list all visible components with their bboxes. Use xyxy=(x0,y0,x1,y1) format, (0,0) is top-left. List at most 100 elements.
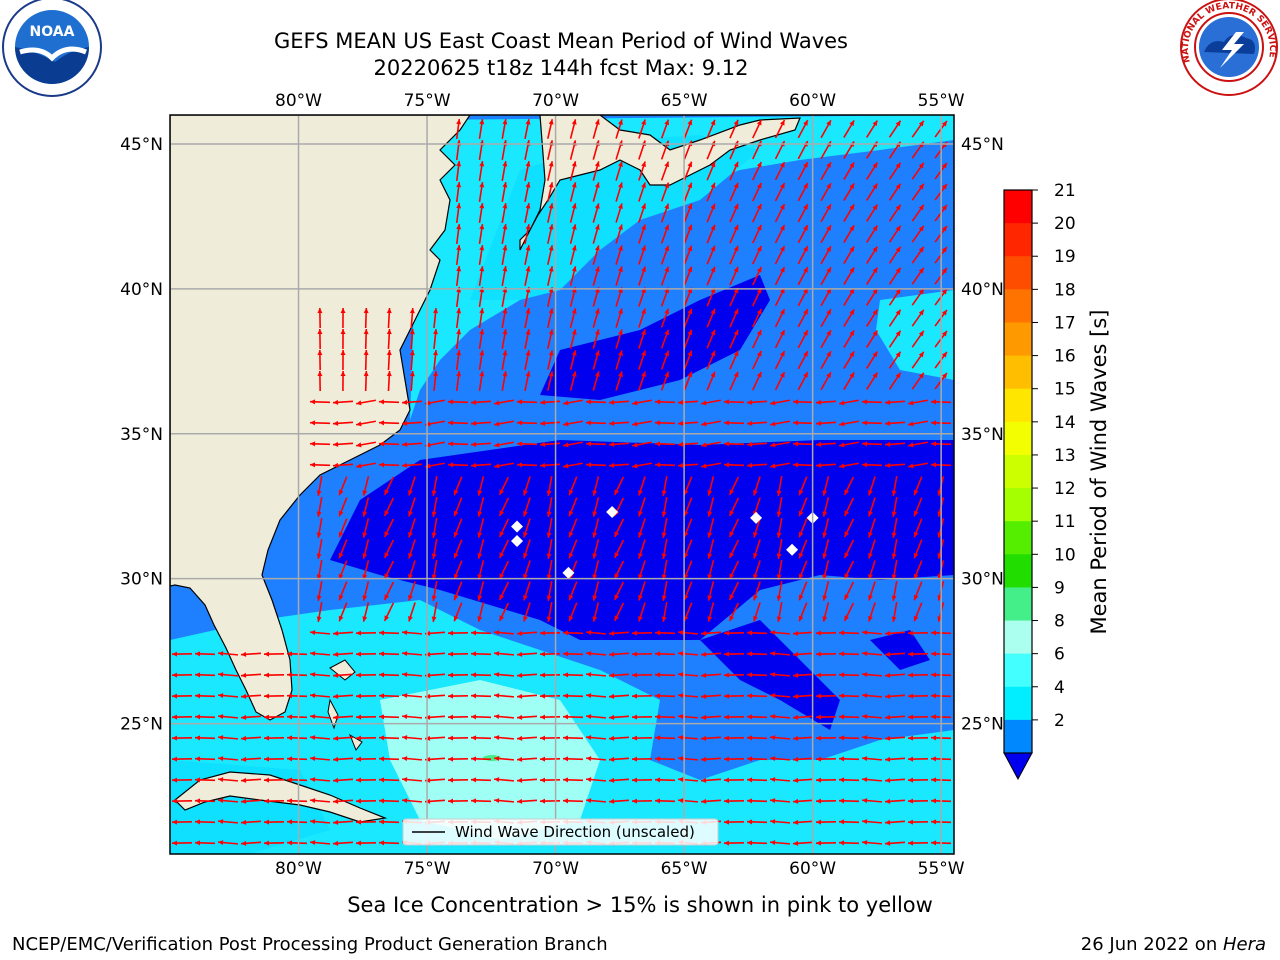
wave-vector xyxy=(753,581,761,601)
wave-vector xyxy=(217,798,239,804)
footer-date-text: 26 Jun 2022 on xyxy=(1081,934,1223,955)
colorbar-tick-label: 12 xyxy=(1054,479,1076,499)
wave-vector xyxy=(470,693,492,699)
wave-vector xyxy=(447,798,469,804)
wave-vector xyxy=(843,245,855,265)
wave-vector xyxy=(316,602,323,622)
footer-credit: NCEP/EMC/Verification Post Processing Pr… xyxy=(12,934,608,955)
wave-vector xyxy=(677,798,699,804)
wave-vector xyxy=(493,651,515,657)
wave-vector xyxy=(839,399,859,406)
wave-vector xyxy=(798,602,808,622)
lon-label-top: 75°W xyxy=(404,91,451,111)
wave-vector xyxy=(547,266,554,286)
wave-vector xyxy=(746,777,768,783)
wave-vector xyxy=(546,518,553,538)
wave-vector xyxy=(866,309,878,327)
wave-vector xyxy=(746,756,768,762)
colorbar-extend xyxy=(1003,752,1033,781)
wave-vector xyxy=(592,308,600,328)
wave-vector xyxy=(907,840,929,846)
wave-vector xyxy=(820,119,832,139)
wave-vector xyxy=(332,651,354,657)
missing-data-marker xyxy=(786,543,799,556)
wave-vector xyxy=(194,777,216,783)
wave-vector xyxy=(501,308,508,328)
wave-vector xyxy=(523,518,531,538)
wave-vector xyxy=(861,420,883,426)
wave-vector xyxy=(677,693,699,699)
wave-vector xyxy=(608,630,630,636)
wave-vector xyxy=(493,672,515,678)
wave-vector xyxy=(654,462,676,468)
wave-vector xyxy=(240,651,262,657)
wave-vector xyxy=(683,245,693,265)
wave-vector xyxy=(661,497,668,517)
wave-vector xyxy=(524,350,531,370)
wave-vector xyxy=(654,630,676,636)
wave-vector xyxy=(631,714,653,720)
wave-vector xyxy=(660,119,670,139)
wave-vector xyxy=(661,539,668,559)
wave-vector xyxy=(868,518,876,538)
colorbar-segment xyxy=(1004,488,1032,522)
wave-vector xyxy=(729,350,739,370)
wave-vector xyxy=(911,351,925,369)
wave-vector xyxy=(638,203,646,223)
wave-vector xyxy=(340,307,346,329)
wave-vector xyxy=(815,630,837,636)
wave-vector xyxy=(355,693,377,699)
wave-vector xyxy=(884,399,906,405)
wave-vector xyxy=(378,672,400,678)
wave-vector xyxy=(911,246,925,264)
wave-vector xyxy=(409,370,415,392)
lon-label-top: 55°W xyxy=(918,91,965,111)
lon-label-bottom: 55°W xyxy=(918,859,965,879)
wave-vector xyxy=(888,120,902,138)
wave-vector xyxy=(839,441,859,448)
wave-vector xyxy=(798,581,808,601)
wave-vector xyxy=(888,372,902,390)
colorbar-label: Mean Period of Wind Waves [s] xyxy=(1087,310,1111,635)
wave-vector xyxy=(728,560,740,580)
wave-vector xyxy=(494,399,514,406)
wave-vector xyxy=(569,266,577,286)
wave-vector xyxy=(815,651,837,657)
wave-vector xyxy=(585,798,607,804)
colorbar-segment xyxy=(1004,620,1032,655)
wave-vector xyxy=(843,476,855,496)
wave-vector xyxy=(723,462,745,468)
wave-vector xyxy=(861,462,883,468)
wave-vector xyxy=(683,518,693,538)
map-panel: Wind Wave Direction (unscaled) xyxy=(169,114,955,855)
wave-vector xyxy=(792,777,814,783)
wave-vector xyxy=(539,399,561,405)
wave-vector xyxy=(706,329,716,349)
wave-vector xyxy=(631,756,653,762)
wave-vector xyxy=(797,224,809,244)
wave-vector xyxy=(792,819,814,825)
colorbar-segment xyxy=(1004,719,1032,754)
wave-vector xyxy=(861,630,883,636)
wave-vector xyxy=(683,539,693,559)
wave-vector xyxy=(194,693,216,699)
lon-label-bottom: 65°W xyxy=(661,859,708,879)
wave-vector xyxy=(240,714,262,720)
wave-vector xyxy=(776,518,783,538)
wave-vector xyxy=(707,602,715,622)
wave-vector xyxy=(286,693,308,699)
wave-vector xyxy=(707,581,715,601)
wave-vector xyxy=(774,182,786,202)
wave-vector xyxy=(286,819,308,825)
wave-vector xyxy=(815,441,837,447)
wave-vector xyxy=(654,399,676,405)
wave-vector xyxy=(286,714,308,720)
wave-vector xyxy=(332,840,354,846)
wave-vector xyxy=(516,756,538,762)
wave-vector xyxy=(478,328,485,350)
wave-vector xyxy=(547,182,554,202)
wave-vector xyxy=(332,819,354,825)
wave-vector xyxy=(401,420,423,426)
wave-vector xyxy=(746,672,768,678)
wave-vector xyxy=(769,777,791,783)
